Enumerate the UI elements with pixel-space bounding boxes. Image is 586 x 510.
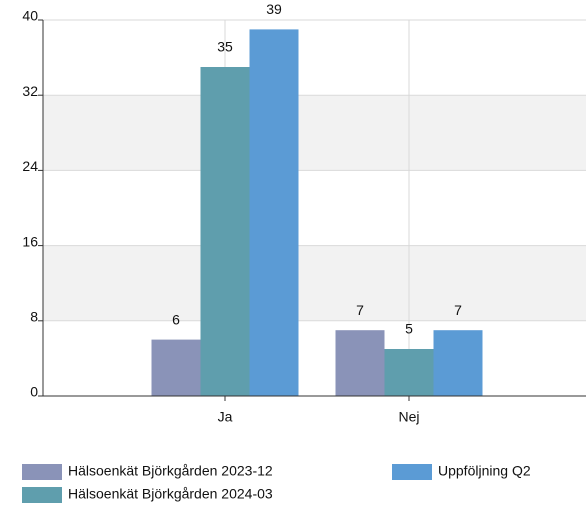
legend-swatch (22, 464, 62, 480)
x-tick-label: Ja (218, 409, 233, 425)
bar (200, 67, 250, 396)
data-label: 7 (356, 302, 364, 318)
legend-label: Uppföljning Q2 (438, 463, 531, 479)
bar (249, 29, 299, 397)
grid-band (43, 95, 586, 171)
data-label: 35 (217, 39, 233, 55)
bar (433, 330, 483, 396)
y-tick-label: 16 (22, 233, 38, 249)
legend-swatch (22, 487, 62, 503)
y-tick-label: 0 (30, 384, 38, 400)
bar (384, 349, 434, 396)
bar (335, 330, 385, 396)
data-label: 39 (266, 1, 282, 17)
data-label: 6 (172, 311, 180, 327)
legend-swatch (392, 464, 432, 480)
legend-label: Hälsoenkät Björkgården 2023-12 (68, 463, 273, 479)
y-tick-label: 32 (22, 83, 38, 99)
y-tick-label: 8 (30, 309, 38, 325)
y-tick-label: 40 (22, 8, 38, 24)
data-label: 7 (454, 302, 462, 318)
grid-band (43, 245, 586, 321)
y-tick-label: 24 (22, 158, 38, 174)
legend-label: Hälsoenkät Björkgården 2024-03 (68, 486, 273, 502)
data-label: 5 (405, 321, 413, 337)
bar (151, 339, 201, 396)
x-tick-label: Nej (398, 409, 419, 425)
